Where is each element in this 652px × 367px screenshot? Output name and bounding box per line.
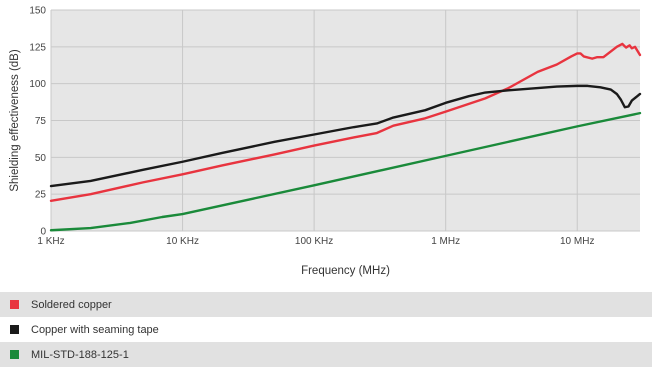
y-axis: 0 25 50 75 100 125 150 [29,6,46,238]
grid [50,9,640,232]
x-tick-label: 1 MHz [431,236,460,247]
legend-swatch [10,350,19,359]
legend-label: Soldered copper [31,298,112,311]
x-tick-label: 1 KHz [37,236,64,247]
y-tick-label: 100 [29,79,46,90]
series-line-0 [49,42,642,202]
x-axis: 1 KHz 10 KHz 100 KHz 1 MHz 10 MHz [37,236,594,247]
chart-svg: 0 25 50 75 100 125 150 1 KHz 10 KHz 100 KHz 1 MHz… [9,6,642,277]
legend: Soldered copper Copper with seaming tape… [0,292,652,367]
legend-swatch [10,325,19,334]
x-axis-title: Frequency (MHz) [301,265,390,277]
y-tick-label: 75 [35,116,47,127]
series-line-1 [49,84,642,188]
legend-item: Copper with seaming tape [0,317,652,342]
legend-item: Soldered copper [0,292,652,317]
series-layer [49,42,642,232]
legend-label: MIL-STD-188-125-1 [31,348,129,361]
legend-label: Copper with seaming tape [31,323,159,336]
chart: 0 25 50 75 100 125 150 1 KHz 10 KHz 100 KHz 1 MHz… [9,6,642,277]
y-axis-title: Shielding effectiveness (dB) [9,49,21,192]
y-tick-label: 150 [29,6,46,17]
x-tick-label: 100 KHz [295,236,333,247]
x-tick-label: 10 KHz [166,236,199,247]
y-tick-label: 50 [35,153,47,164]
y-tick-label: 0 [40,227,46,238]
x-tick-label: 10 MHz [560,236,594,247]
y-tick-label: 125 [29,42,46,53]
legend-swatch [10,300,19,309]
series-line-2 [49,111,642,232]
y-tick-label: 25 [35,190,47,201]
legend-item: MIL-STD-188-125-1 [0,342,652,367]
